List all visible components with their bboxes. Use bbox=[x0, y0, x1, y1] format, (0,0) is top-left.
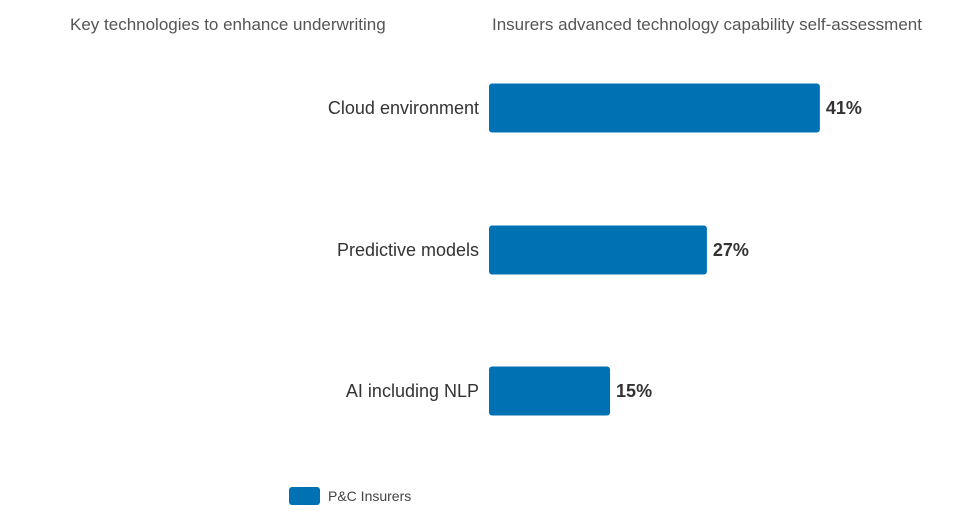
bar-ai-including-nlp bbox=[489, 366, 611, 416]
left-panel-title: Key technologies to enhance underwriting bbox=[70, 15, 386, 34]
bar-cloud-environment bbox=[489, 83, 820, 133]
legend-swatch-pc-insurers bbox=[289, 487, 320, 505]
bar-predictive-models bbox=[489, 225, 707, 275]
chart-legend: P&C Insurers bbox=[289, 487, 411, 505]
value-label-predictive-models: 27% bbox=[713, 240, 749, 260]
category-label-cloud-environment: Cloud environment bbox=[328, 98, 479, 118]
legend-label-pc-insurers: P&C Insurers bbox=[328, 488, 412, 504]
right-panel-title: Insurers advanced technology capability … bbox=[492, 15, 922, 34]
value-label-cloud-environment: 41% bbox=[826, 98, 862, 118]
value-label-ai-including-nlp: 15% bbox=[616, 381, 652, 401]
category-label-predictive-models: Predictive models bbox=[337, 240, 479, 260]
category-label-ai-including-nlp: AI including NLP bbox=[346, 381, 479, 401]
